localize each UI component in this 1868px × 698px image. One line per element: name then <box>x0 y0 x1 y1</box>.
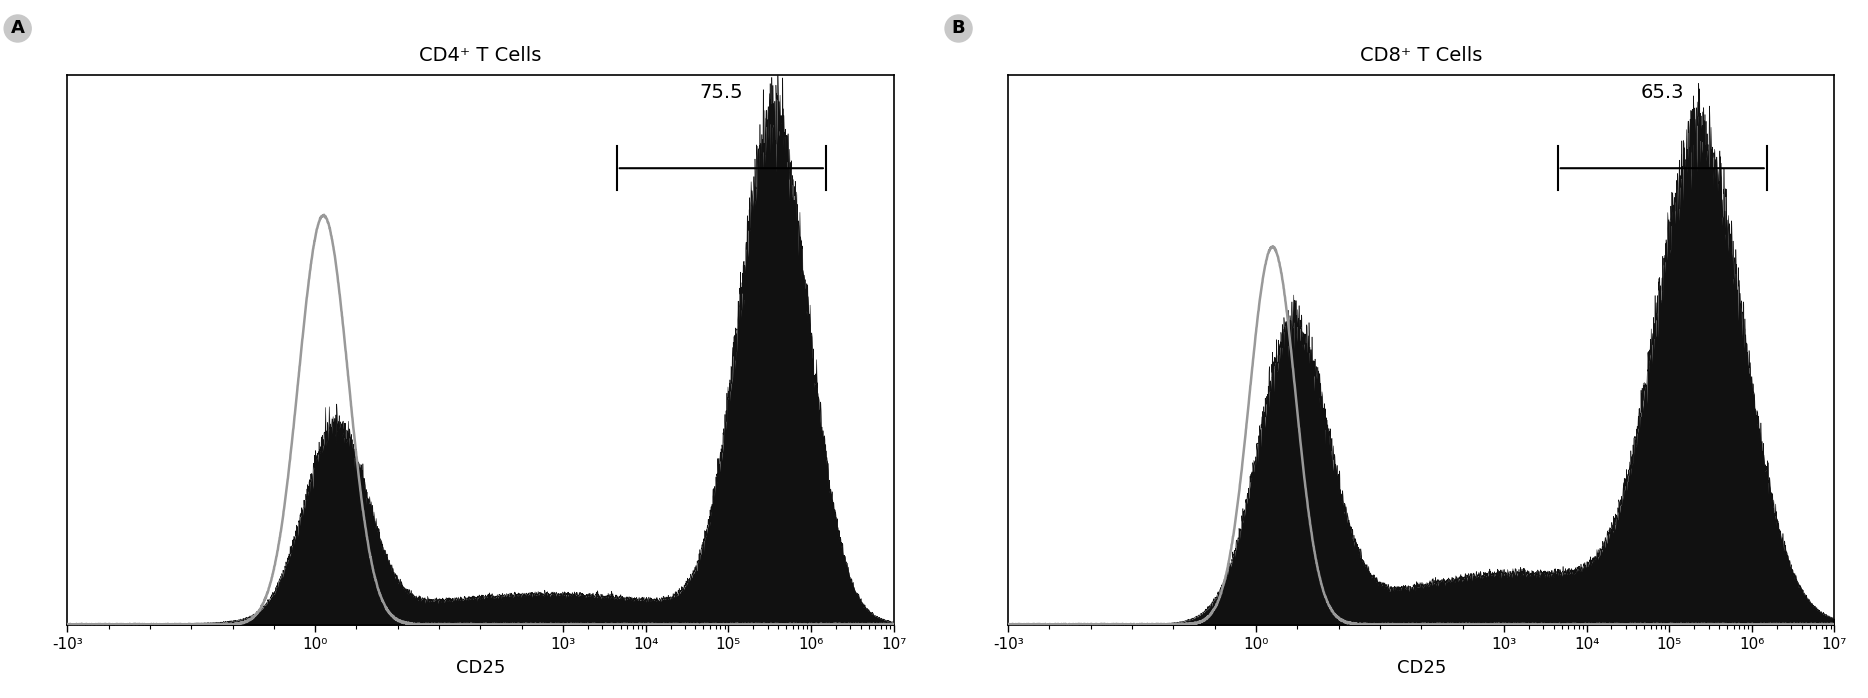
X-axis label: CD25: CD25 <box>456 659 504 677</box>
Title: CD4⁺ T Cells: CD4⁺ T Cells <box>418 45 542 65</box>
Text: 75.5: 75.5 <box>699 83 743 102</box>
Text: B: B <box>951 20 966 38</box>
Title: CD8⁺ T Cells: CD8⁺ T Cells <box>1360 45 1483 65</box>
Text: A: A <box>11 20 24 38</box>
Text: 65.3: 65.3 <box>1640 83 1683 102</box>
X-axis label: CD25: CD25 <box>1397 659 1446 677</box>
